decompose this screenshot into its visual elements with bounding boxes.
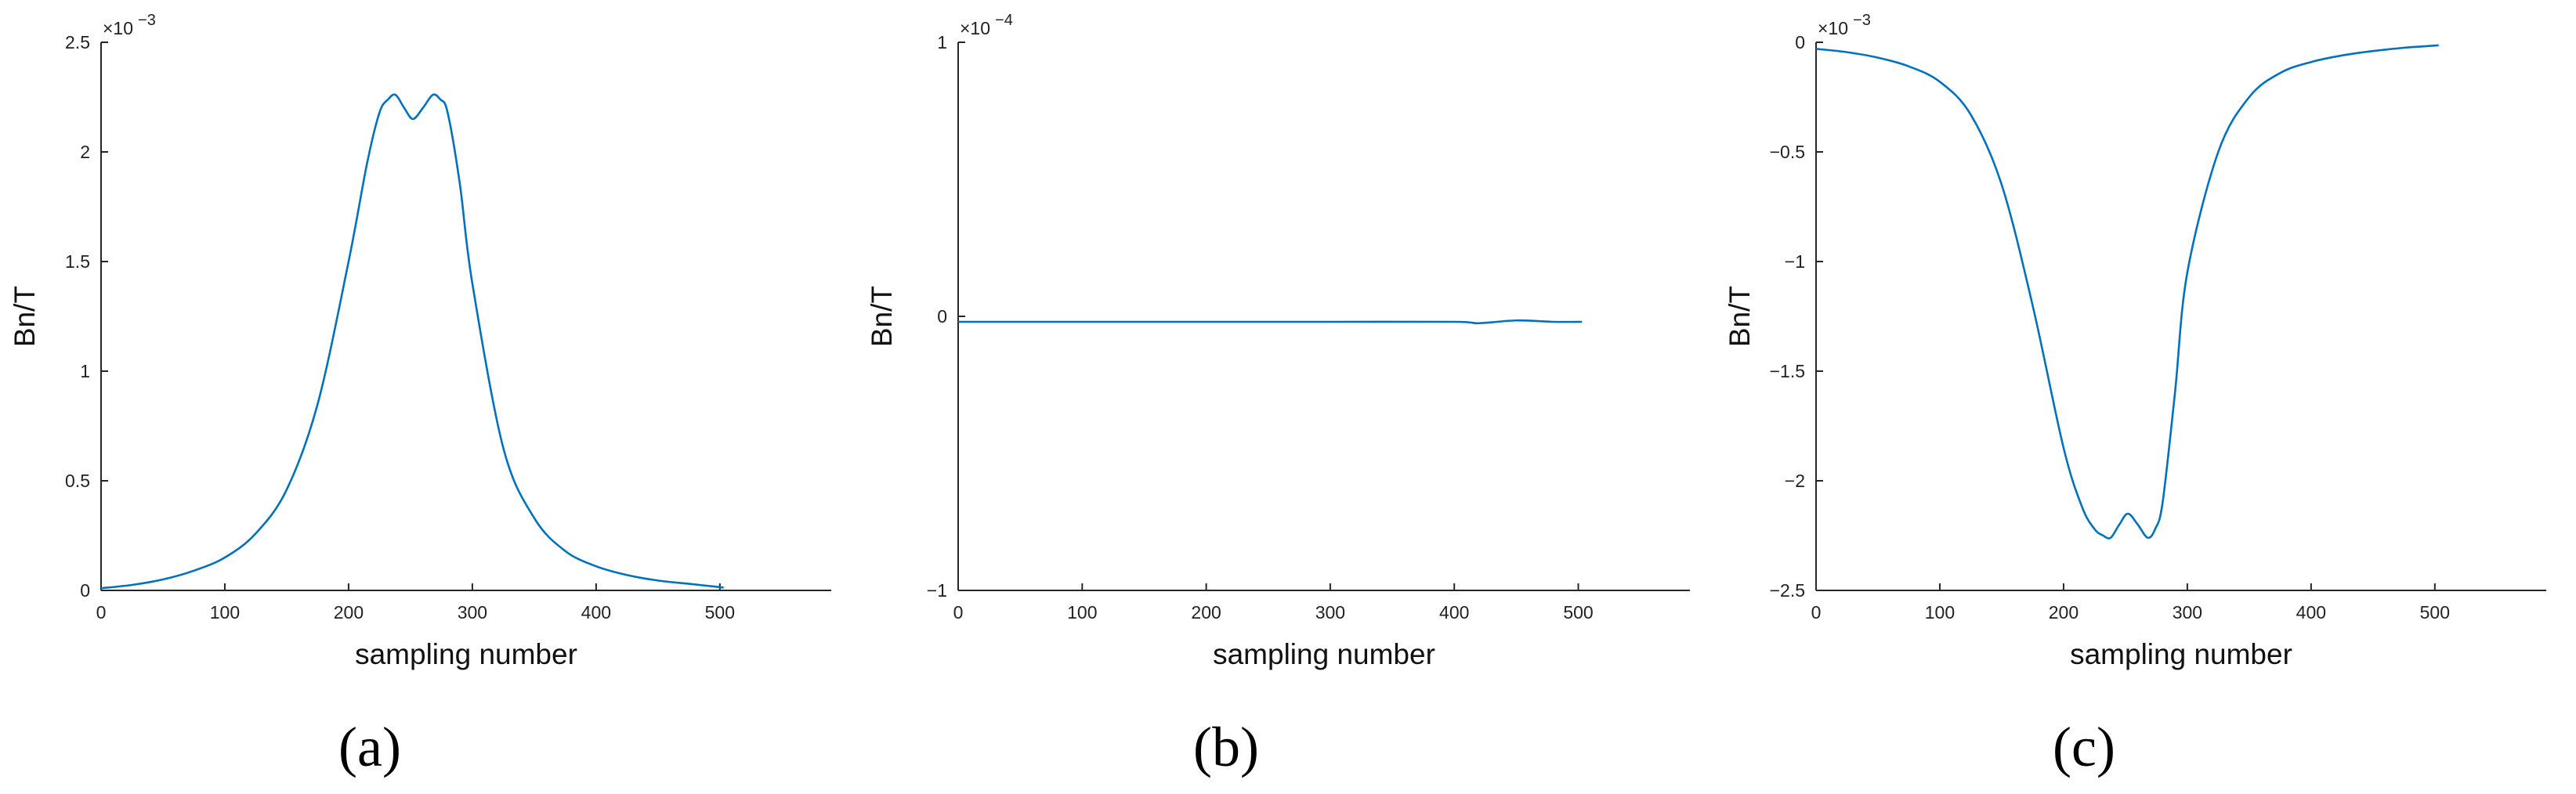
chart-c-xtick-label: 100 (1925, 602, 1955, 623)
chart-c: 0 100 200 300 400 500 −2.5 −2 −1.5 −1 −0.5 0 ×10 −3 sa… (1724, 12, 2546, 778)
chart-b-ylabel: Bn/T (866, 286, 898, 347)
chart-c-ytick-label: −2.5 (1770, 580, 1805, 601)
chart-a-ytick-label: 2.5 (65, 32, 90, 52)
chart-a-xtick-label: 100 (210, 602, 240, 623)
chart-a-xtick-label: 0 (96, 602, 107, 623)
chart-c-ytick-label: −1.5 (1770, 361, 1805, 381)
chart-a: 0 100 200 300 400 500 0 0.5 1 1.5 2 2.5 ×10 −3 samplin… (9, 12, 831, 778)
chart-c-exponent-power: −3 (1853, 12, 1871, 29)
chart-c-panel-label: (c) (2053, 716, 2115, 778)
chart-a-ytick-label: 0.5 (65, 471, 90, 491)
chart-b-xtick-label: 0 (953, 602, 964, 623)
chart-a-axis-exponent: ×10 −3 (103, 12, 156, 38)
chart-a-xtick-label: 400 (581, 602, 611, 623)
chart-b-ytick-label: 0 (937, 306, 947, 327)
chart-a-series-line (100, 93, 725, 590)
chart-a-xtick-label: 300 (458, 602, 487, 623)
chart-c-xtick-label: 200 (2049, 602, 2079, 623)
chart-a-ytick-label: 0 (80, 580, 90, 601)
chart-b-xtick-label: 300 (1315, 602, 1345, 623)
chart-c-ytick-label: −2 (1785, 471, 1805, 491)
chart-c-xtick-label: 500 (2420, 602, 2450, 623)
chart-b-ytick-label: 1 (937, 32, 947, 52)
chart-a-ytick-label: 1 (80, 361, 90, 381)
chart-a-xlabel: sampling number (355, 638, 577, 670)
chart-a-ytick-label: 1.5 (65, 251, 90, 272)
chart-c-exponent-base: ×10 (1818, 18, 1848, 38)
chart-c-ytick-label: 0 (1795, 32, 1805, 52)
chart-b-xtick-label: 500 (1563, 602, 1593, 623)
chart-a-xtick-label: 500 (705, 602, 735, 623)
chart-b-ytick-label: −1 (927, 580, 947, 601)
chart-b-xtick-label: 400 (1439, 602, 1469, 623)
chart-c-xlabel: sampling number (2070, 638, 2292, 670)
chart-a-ylabel: Bn/T (9, 286, 41, 347)
chart-b-exponent-power: −4 (995, 12, 1013, 29)
chart-a-exponent-base: ×10 (103, 18, 133, 38)
chart-b-xtick-label: 200 (1191, 602, 1221, 623)
chart-c-ytick-label: −0.5 (1770, 142, 1805, 162)
chart-b: 0 100 200 300 400 500 −1 0 1 ×10 −4 sampling number… (866, 12, 1690, 778)
chart-b-axis-exponent: ×10 −4 (960, 12, 1013, 38)
chart-a-panel-label: (a) (338, 716, 401, 778)
chart-b-xtick-label: 100 (1067, 602, 1097, 623)
chart-c-xtick-label: 400 (2296, 602, 2326, 623)
chart-c-ytick-label: −1 (1785, 251, 1805, 272)
chart-c-series-line (1815, 44, 2440, 540)
chart-a-ytick-label: 2 (80, 142, 90, 162)
chart-b-exponent-base: ×10 (960, 18, 990, 38)
chart-c-ylabel: Bn/T (1724, 286, 1756, 347)
chart-b-panel-label: (b) (1193, 716, 1259, 778)
chart-b-xlabel: sampling number (1213, 638, 1435, 670)
chart-a-xtick-label: 200 (334, 602, 364, 623)
chart-c-axis-exponent: ×10 −3 (1818, 12, 1871, 38)
chart-c-xtick-label: 0 (1811, 602, 1822, 623)
chart-c-xtick-label: 300 (2173, 602, 2202, 623)
chart-a-exponent-power: −3 (138, 12, 156, 29)
chart-b-series-line (957, 319, 1583, 325)
